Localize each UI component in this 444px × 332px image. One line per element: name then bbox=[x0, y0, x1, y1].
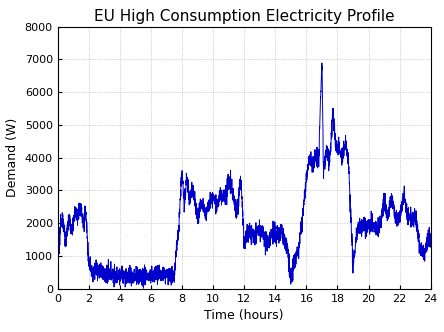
X-axis label: Time (hours): Time (hours) bbox=[204, 309, 284, 322]
Y-axis label: Demand (W): Demand (W) bbox=[6, 118, 19, 197]
Title: EU High Consumption Electricity Profile: EU High Consumption Electricity Profile bbox=[94, 9, 395, 24]
